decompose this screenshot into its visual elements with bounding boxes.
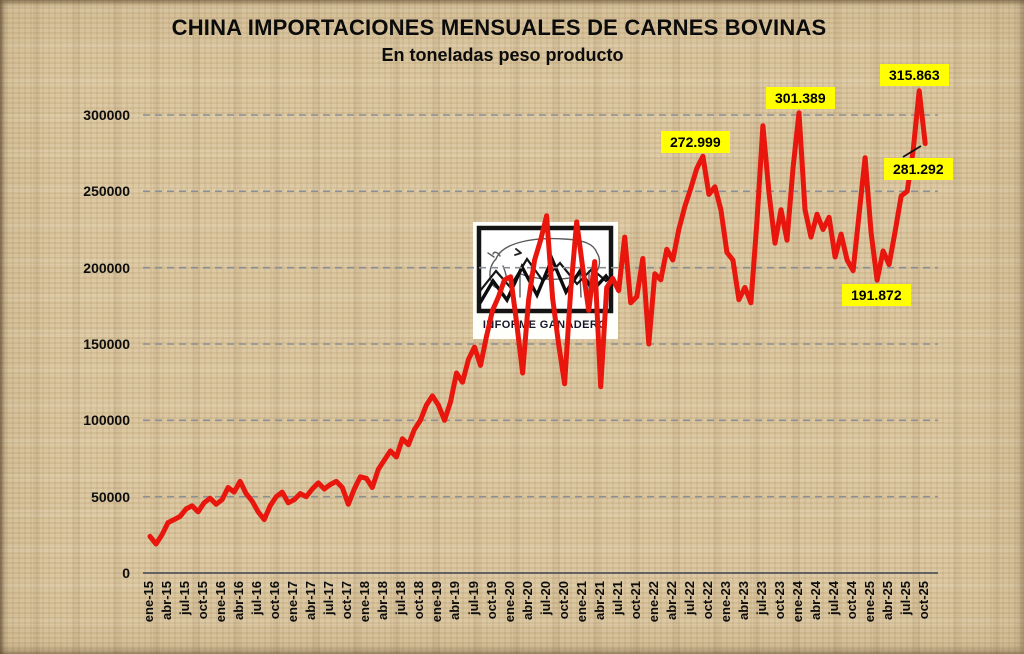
x-tick-label: ene-16 — [213, 581, 228, 623]
x-tick-label: ene-17 — [285, 581, 300, 623]
data-point-label: 315.863 — [880, 64, 949, 86]
y-tick-label: 0 — [122, 565, 130, 581]
leader-line — [902, 145, 922, 158]
x-tick-label: oct-20 — [556, 581, 571, 620]
x-tick-label: oct-23 — [772, 581, 787, 620]
data-point-label: 191.872 — [842, 284, 911, 306]
x-tick-label: abr-16 — [231, 581, 246, 621]
x-tick-label: ene-19 — [429, 581, 444, 623]
x-tick-label: ene-23 — [718, 581, 733, 623]
label-leader-lines — [902, 145, 922, 158]
chart-subtitle: En toneladas peso producto — [381, 45, 624, 65]
x-tick-label: ene-24 — [790, 581, 805, 623]
x-tick-label: ene-22 — [646, 581, 661, 623]
x-tick-label: ene-20 — [502, 581, 517, 623]
x-tick-label: oct-16 — [267, 581, 282, 620]
x-tick-label: jul-21 — [610, 581, 625, 615]
x-tick-label: abr-20 — [520, 581, 535, 621]
x-tick-label: oct-17 — [339, 581, 354, 620]
x-tick-label: oct-21 — [628, 581, 643, 620]
x-tick-label: abr-17 — [303, 581, 318, 621]
x-tick-label: abr-23 — [736, 581, 751, 621]
x-tick-label: abr-19 — [447, 581, 462, 621]
gridlines — [143, 114, 938, 574]
x-tick-label: oct-18 — [411, 581, 426, 620]
y-tick-label: 100000 — [83, 412, 130, 428]
x-tick-label: jul-18 — [393, 581, 408, 615]
x-tick-label: jul-24 — [826, 581, 841, 615]
x-tick-label: oct-19 — [484, 581, 499, 620]
x-tick-label: ene-15 — [141, 581, 156, 623]
x-tick-label: jul-19 — [466, 581, 481, 615]
x-tick-label: oct-22 — [700, 581, 715, 620]
x-tick-label: abr-18 — [375, 581, 390, 621]
x-tick-label: jul-22 — [682, 581, 697, 615]
x-tick-label: jul-16 — [249, 581, 264, 615]
x-tick-label: ene-18 — [357, 581, 372, 623]
x-tick-label: oct-24 — [844, 581, 859, 620]
data-point-label: 281.292 — [884, 158, 953, 180]
x-tick-label: jul-20 — [538, 581, 553, 615]
x-tick-label: ene-21 — [574, 581, 589, 623]
imports-series-line — [147, 88, 928, 547]
y-tick-label: 150000 — [83, 336, 130, 352]
x-tick-label: abr-21 — [592, 581, 607, 621]
x-tick-label: abr-15 — [159, 581, 174, 621]
x-tick-label: abr-24 — [808, 581, 823, 621]
x-tick-label: abr-22 — [664, 581, 679, 621]
y-tick-label: 300000 — [83, 107, 130, 123]
x-tick-label: jul-15 — [177, 581, 192, 615]
x-tick-label: jul-17 — [321, 581, 336, 615]
x-tick-label: oct-15 — [195, 581, 210, 620]
logo-text: INFORME GANADERO — [483, 319, 607, 331]
y-tick-label: 250000 — [83, 183, 130, 199]
chart-title: CHINA IMPORTACIONES MENSUALES DE CARNES … — [171, 15, 827, 40]
x-tick-label: ene-25 — [862, 581, 877, 623]
y-tick-label: 200000 — [83, 260, 130, 276]
x-tick-label: jul-25 — [898, 581, 913, 615]
data-point-label: 272.999 — [661, 131, 730, 153]
x-tick-label: oct-25 — [916, 581, 931, 620]
data-point-label: 301.389 — [766, 87, 835, 109]
x-tick-label: jul-23 — [754, 581, 769, 615]
x-tick-label: abr-25 — [880, 581, 895, 621]
y-tick-label: 50000 — [91, 489, 130, 505]
